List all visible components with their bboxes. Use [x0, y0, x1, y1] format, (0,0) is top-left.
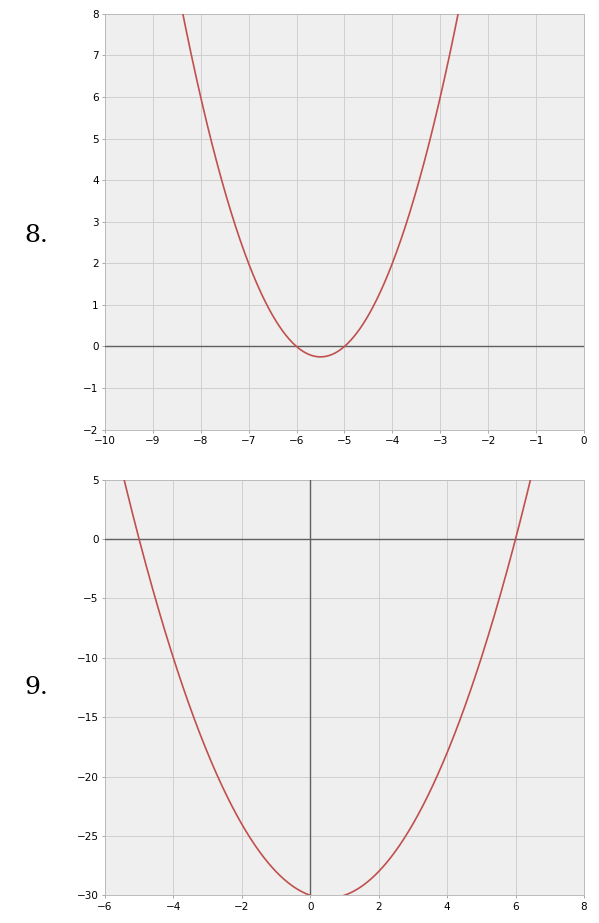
- Text: 8.: 8.: [24, 224, 48, 246]
- Text: 9.: 9.: [24, 677, 48, 699]
